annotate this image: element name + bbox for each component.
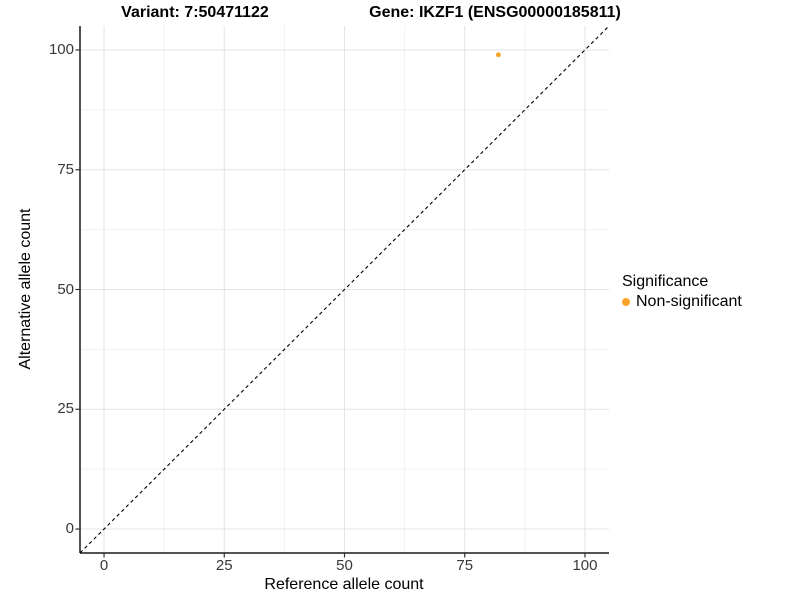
y-axis-tick-label: 100 bbox=[48, 40, 74, 58]
x-axis-tick-label: 0 bbox=[99, 557, 109, 574]
legend-title: Significance bbox=[622, 273, 709, 290]
non-significant-dot-icon bbox=[622, 297, 630, 306]
x-axis-tick-label: 50 bbox=[336, 557, 353, 574]
x-axis-title: Reference allele count bbox=[264, 576, 424, 593]
plot-title-gene: Gene: IKZF1 (ENSG00000185811) bbox=[369, 4, 621, 21]
y-axis-tick-label: 50 bbox=[57, 280, 74, 298]
y-axis-tick-label: 75 bbox=[57, 160, 74, 178]
x-axis-tick-label: 75 bbox=[456, 557, 474, 574]
legend-item-non-significant: Non-significant bbox=[622, 293, 742, 310]
legend: Significance Non-significant bbox=[622, 272, 742, 310]
identity-reference-line bbox=[79, 25, 610, 554]
plot-title-variant: Variant: 7:50471122 bbox=[121, 4, 269, 21]
legend-item-label: Non-significant bbox=[636, 292, 742, 310]
data-point bbox=[495, 52, 501, 58]
x-axis-tick-label: 100 bbox=[572, 557, 598, 574]
y-axis-tick-label: 25 bbox=[57, 400, 74, 418]
y-axis-tick-label: 0 bbox=[65, 520, 74, 538]
x-axis-tick-label: 25 bbox=[215, 557, 233, 574]
